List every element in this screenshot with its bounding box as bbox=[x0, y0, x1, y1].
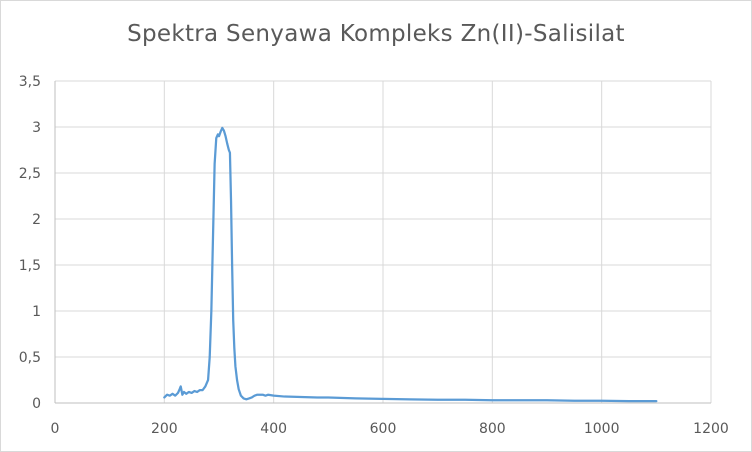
series-line-1 bbox=[163, 126, 658, 403]
y-tick-label: 0,5 bbox=[19, 350, 41, 366]
y-tick-label: 2 bbox=[32, 212, 41, 228]
y-tick-label: 3,5 bbox=[19, 74, 41, 90]
y-tick-label: 1 bbox=[32, 304, 41, 320]
tick-layer: 0 0,5 1 1,5 2 2,5 3 3,5 0 200 400 600 800 1000 1200 bbox=[19, 74, 729, 437]
chart-title: Spektra Senyawa Kompleks Zn(II)-Salisila… bbox=[127, 21, 625, 47]
x-tick-label: 1000 bbox=[584, 421, 620, 437]
series-layer bbox=[163, 126, 658, 403]
y-tick-label: 0 bbox=[32, 396, 41, 412]
x-tick-label: 800 bbox=[479, 421, 506, 437]
grid-layer bbox=[54, 80, 712, 404]
x-tick-label: 400 bbox=[260, 421, 287, 437]
x-tick-label: 600 bbox=[370, 421, 397, 437]
x-tick-label: 0 bbox=[51, 421, 60, 437]
x-tick-label: 200 bbox=[151, 421, 178, 437]
y-tick-label: 2,5 bbox=[19, 166, 41, 182]
x-tick-label: 1200 bbox=[693, 421, 729, 437]
y-tick-label: 1,5 bbox=[19, 258, 41, 274]
y-tick-label: 3 bbox=[32, 120, 41, 136]
